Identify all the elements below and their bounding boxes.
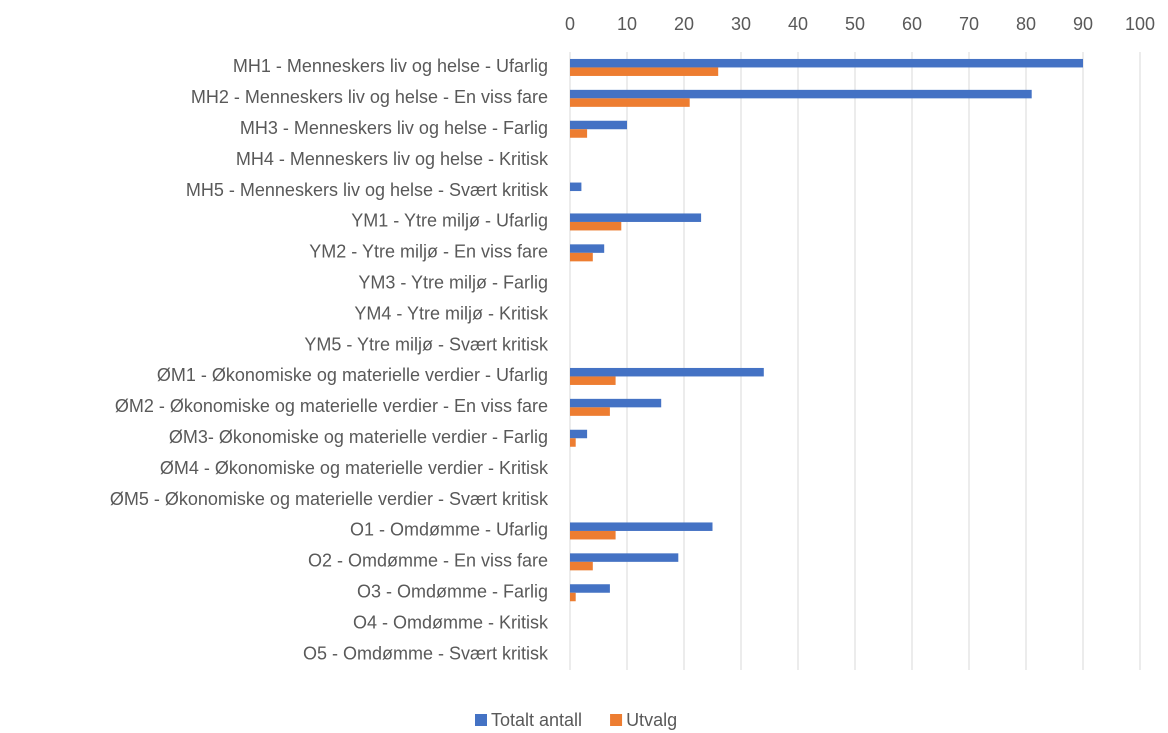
legend-swatch bbox=[475, 714, 487, 726]
y-tick-label: ØM1 - Økonomiske og materielle verdier -… bbox=[157, 365, 548, 385]
y-tick-label: ØM2 - Økonomiske og materielle verdier -… bbox=[115, 396, 548, 416]
bar bbox=[570, 407, 610, 416]
bar bbox=[570, 522, 713, 531]
bar bbox=[570, 67, 719, 76]
y-tick-label: MH1 - Menneskers liv og helse - Ufarlig bbox=[233, 56, 548, 76]
y-tick-label: YM4 - Ytre miljø - Kritisk bbox=[354, 303, 549, 323]
legend-swatch bbox=[610, 714, 623, 726]
y-tick-label: YM3 - Ytre miljø - Farlig bbox=[358, 273, 548, 293]
x-tick-label: 80 bbox=[1016, 14, 1036, 34]
bar bbox=[570, 429, 588, 439]
bar bbox=[570, 561, 593, 571]
bar bbox=[570, 553, 679, 562]
y-tick-label: ØM4 - Økonomiske og materielle verdier -… bbox=[160, 458, 549, 478]
bar bbox=[570, 244, 605, 253]
bar bbox=[570, 252, 593, 262]
bar bbox=[570, 221, 622, 231]
bar bbox=[570, 213, 702, 222]
bar bbox=[570, 592, 576, 602]
x-tick-label: 20 bbox=[674, 14, 694, 34]
y-tick-label: O3 - Omdømme - Farlig bbox=[357, 582, 548, 602]
x-tick-label: 100 bbox=[1125, 14, 1155, 34]
bar bbox=[570, 584, 610, 593]
x-tick-label: 10 bbox=[617, 14, 637, 34]
y-tick-label: YM5 - Ytre miljø - Svært kritisk bbox=[304, 334, 549, 354]
x-tick-label: 30 bbox=[731, 14, 751, 34]
bar bbox=[570, 376, 616, 385]
x-tick-label: 50 bbox=[845, 14, 865, 34]
y-tick-label: YM1 - Ytre miljø - Ufarlig bbox=[351, 211, 548, 231]
x-tick-label: 0 bbox=[565, 14, 575, 34]
legend-label: Utvalg bbox=[626, 710, 677, 730]
bar bbox=[570, 120, 627, 130]
y-tick-label: ØM5 - Økonomiske og materielle verdier -… bbox=[110, 489, 549, 509]
bar bbox=[570, 438, 576, 447]
bar bbox=[570, 89, 1032, 99]
x-tick-label: 60 bbox=[902, 14, 922, 34]
legend-label: Totalt antall bbox=[491, 710, 582, 730]
y-tick-label: O5 - Omdømme - Svært kritisk bbox=[303, 643, 549, 663]
bar bbox=[570, 367, 764, 377]
y-tick-label: YM2 - Ytre miljø - En viss fare bbox=[309, 242, 548, 262]
x-tick-label: 40 bbox=[788, 14, 808, 34]
bar bbox=[570, 58, 1083, 68]
y-tick-label: MH3 - Menneskers liv og helse - Farlig bbox=[240, 118, 548, 138]
y-tick-label: MH2 - Menneskers liv og helse - En viss … bbox=[191, 87, 548, 107]
bar bbox=[570, 129, 588, 138]
y-tick-label: O1 - Omdømme - Ufarlig bbox=[350, 520, 548, 540]
x-tick-label: 70 bbox=[959, 14, 979, 34]
bar bbox=[570, 398, 662, 408]
x-tick-label: 90 bbox=[1073, 14, 1093, 34]
y-tick-label: ØM3- Økonomiske og materielle verdier - … bbox=[169, 427, 548, 447]
bar bbox=[570, 530, 616, 540]
y-tick-label: O4 - Omdømme - Kritisk bbox=[353, 612, 549, 632]
y-tick-label: O2 - Omdømme - En viss fare bbox=[308, 551, 548, 571]
bar bbox=[570, 182, 582, 192]
y-tick-label: MH4 - Menneskers liv og helse - Kritisk bbox=[236, 149, 549, 169]
y-tick-label: MH5 - Menneskers liv og helse - Svært kr… bbox=[186, 180, 549, 200]
bar bbox=[570, 98, 690, 107]
